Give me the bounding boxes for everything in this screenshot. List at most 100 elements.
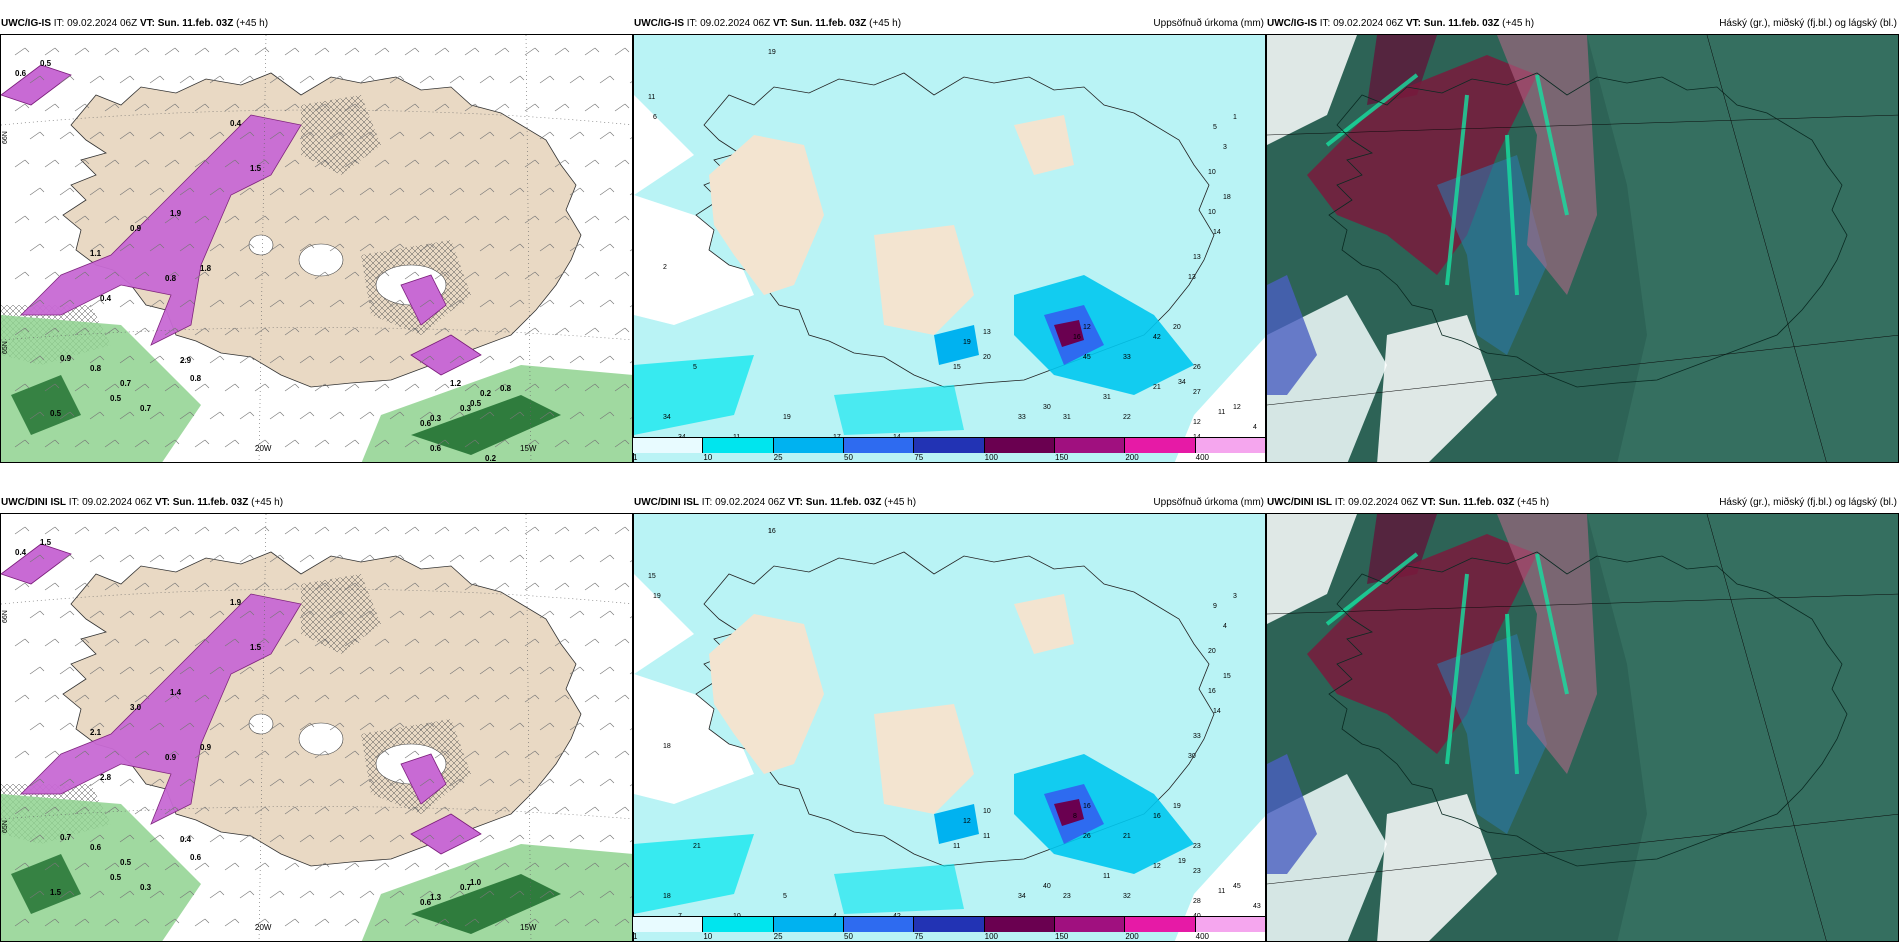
amount-label: 15 xyxy=(648,573,656,580)
longitude-label: 20W xyxy=(255,444,272,453)
latitude-label: 66N xyxy=(2,131,9,144)
precip-value-label: 0.9 xyxy=(165,753,177,762)
colorbar-tick: 1 xyxy=(633,453,638,462)
amount-label: 5 xyxy=(783,893,787,900)
valid-time: VT: Sun. 11.feb. 03Z xyxy=(787,497,882,508)
colorbar-tick: 25 xyxy=(773,932,783,941)
map-area xyxy=(633,34,1266,463)
panel-title: UWC/DINI ISL IT: 09.02.2024 06Z VT: Sun.… xyxy=(1,494,631,512)
amount-label: 8 xyxy=(1073,813,1077,820)
map-area xyxy=(0,34,633,463)
precip-value-label: 0.2 xyxy=(480,389,492,398)
amount-label: 15 xyxy=(1223,673,1231,680)
colorbar-tick: 150 xyxy=(1055,932,1069,941)
amount-label: 45 xyxy=(1233,883,1241,890)
precip-value-label: 1.1 xyxy=(90,249,102,258)
amount-label: 4 xyxy=(1223,623,1227,630)
colorbar-tick: 150 xyxy=(1055,453,1069,462)
amount-label: 3 xyxy=(1233,593,1237,600)
amount-label: 31 xyxy=(1063,414,1071,421)
colorbar-swatch xyxy=(1055,437,1126,453)
colorbar-swatch xyxy=(703,916,774,932)
precip-value-label: 0.5 xyxy=(120,858,132,867)
colorbar-tick: 100 xyxy=(984,932,999,941)
model-name: UWC/IG-IS xyxy=(1267,18,1317,29)
amount-label: 19 xyxy=(1178,858,1186,865)
precip-value-label: 0.4 xyxy=(180,835,192,844)
amount-label: 13 xyxy=(983,329,991,336)
amount-label: 9 xyxy=(1213,603,1217,610)
colorbar-tick: 200 xyxy=(1125,453,1139,462)
colorbar-tick: 75 xyxy=(914,932,924,941)
precip-value-label: 0.9 xyxy=(200,743,212,752)
colorbar-tick: 400 xyxy=(1195,453,1210,462)
precip-value-label: 0.6 xyxy=(420,898,432,907)
precip-value-label: 0.5 xyxy=(40,59,52,68)
precip-value-label: 0.6 xyxy=(430,444,442,453)
precip-value-label: 2.1 xyxy=(90,728,102,737)
amount-label: 16 xyxy=(768,528,776,535)
map-panel-p4: UWC/DINI ISL IT: 09.02.2024 06Z VT: Sun.… xyxy=(0,495,633,942)
precip-value-label: 0.7 xyxy=(120,379,132,388)
amount-label: 11 xyxy=(953,843,961,850)
amount-label: 23 xyxy=(1063,893,1071,900)
panel-title: UWC/DINI ISL IT: 09.02.2024 06Z VT: Sun.… xyxy=(634,494,1264,512)
amount-label: 34 xyxy=(663,414,671,421)
colorbar-swatch xyxy=(703,437,774,453)
field-title: Háský (gr.), miðský (fj.bl.) og lágský (… xyxy=(1719,497,1897,508)
map-area xyxy=(1266,34,1899,463)
colorbar-tick: 10 xyxy=(703,932,713,941)
amount-label: 13 xyxy=(1188,274,1196,281)
amount-label: 19 xyxy=(963,339,971,346)
precip-value-label: 1.8 xyxy=(200,264,212,273)
valid-time: VT: Sun. 11.feb. 03Z xyxy=(154,497,249,508)
lead-time: (+45 h) xyxy=(884,497,917,508)
amount-label: 19 xyxy=(653,593,661,600)
precip-value-label: 0.4 xyxy=(230,119,242,128)
model-name: UWC/DINI ISL xyxy=(1267,497,1332,508)
amount-label: 21 xyxy=(1123,833,1131,840)
init-time: IT: 09.02.2024 06Z xyxy=(686,18,771,29)
amount-label: 18 xyxy=(663,743,671,750)
colorbar: 1 10 25 50 75 100 150 200 400 xyxy=(633,916,1266,942)
precip-value-label: 1.9 xyxy=(230,598,242,607)
longitude-label: 15W xyxy=(520,923,537,932)
amount-label: 15 xyxy=(953,364,961,371)
latitude-label: 65N xyxy=(2,341,9,354)
map-panel-p5: UWC/DINI ISL IT: 09.02.2024 06Z VT: Sun.… xyxy=(633,495,1266,942)
precip-value-label: 0.8 xyxy=(190,374,202,383)
amount-label: 11 xyxy=(983,833,991,840)
amount-label: 30 xyxy=(1188,753,1196,760)
amount-label: 34 xyxy=(1178,379,1186,386)
precip-value-label: 0.2 xyxy=(485,454,497,463)
map-area xyxy=(1266,513,1899,942)
panel-title: UWC/DINI ISL IT: 09.02.2024 06Z VT: Sun.… xyxy=(1267,494,1897,512)
precip-value-label: 0.3 xyxy=(460,404,472,413)
amount-label: 16 xyxy=(1083,803,1091,810)
colorbar-swatch xyxy=(844,437,915,453)
precip-value-label: 1.5 xyxy=(250,643,262,652)
amount-label: 21 xyxy=(1153,384,1161,391)
amount-label: 27 xyxy=(1193,389,1201,396)
latitude-label: 66N xyxy=(2,610,9,623)
amount-label: 32 xyxy=(1123,893,1131,900)
init-time: IT: 09.02.2024 06Z xyxy=(53,18,138,29)
amount-label: 19 xyxy=(1173,803,1181,810)
amount-label: 19 xyxy=(783,414,791,421)
amount-label: 22 xyxy=(1123,414,1131,421)
lead-time: (+45 h) xyxy=(1502,18,1535,29)
panel-title: UWC/IG-IS IT: 09.02.2024 06Z VT: Sun. 11… xyxy=(1267,15,1897,33)
precip-value-label: 0.6 xyxy=(15,69,27,78)
init-time: IT: 09.02.2024 06Z xyxy=(1334,497,1419,508)
latitude-label: 65N xyxy=(2,820,9,833)
map-panel-p2: UWC/IG-IS IT: 09.02.2024 06Z VT: Sun. 11… xyxy=(633,16,1266,463)
valid-time: VT: Sun. 11.feb. 03Z xyxy=(139,18,234,29)
precip-value-label: 2.9 xyxy=(180,356,192,365)
precip-value-label: 0.8 xyxy=(90,364,102,373)
amount-label: 11 xyxy=(1218,409,1226,416)
precip-value-label: 3.0 xyxy=(130,703,142,712)
amount-label: 10 xyxy=(983,808,991,815)
colorbar-tick: 50 xyxy=(844,453,853,462)
amount-label: 10 xyxy=(1208,209,1216,216)
precip-value-label: 1.3 xyxy=(430,893,442,902)
